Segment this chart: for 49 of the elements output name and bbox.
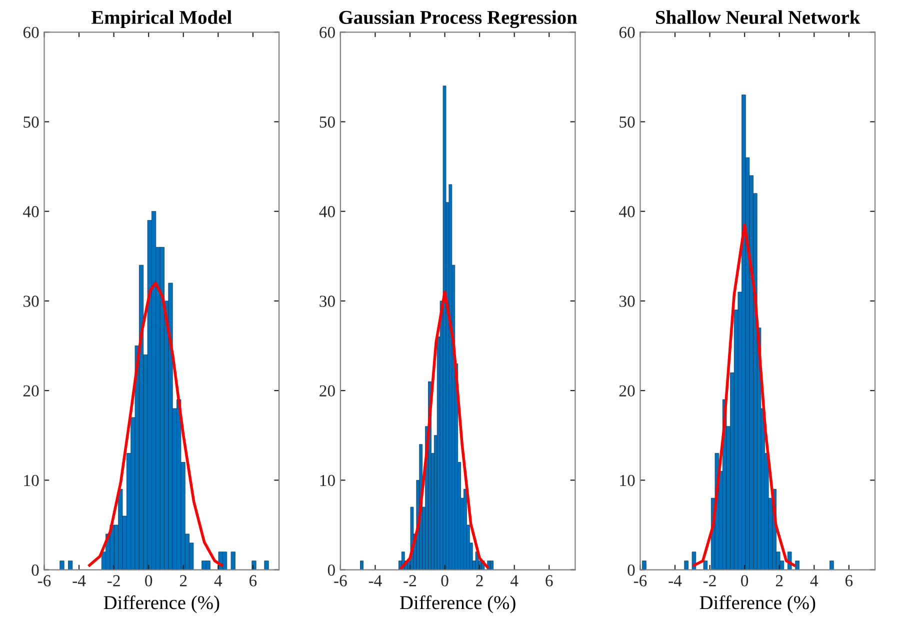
y-tick-label: 10 bbox=[320, 474, 335, 486]
y-tick-label: 40 bbox=[23, 206, 39, 218]
y-tick-label: 20 bbox=[320, 385, 335, 397]
y-tick-label: 0 bbox=[628, 564, 635, 576]
y-tick-label: 50 bbox=[320, 116, 335, 128]
y-tick-label: 0 bbox=[32, 564, 39, 576]
x-axis-title: Difference (%) bbox=[104, 595, 220, 614]
y-tick-label: 60 bbox=[320, 26, 335, 38]
y-tick-label: 10 bbox=[620, 474, 635, 486]
y-tick-label: 50 bbox=[620, 116, 635, 128]
x-tick-label: 0 bbox=[741, 575, 748, 586]
x-tick-label: 2 bbox=[180, 575, 187, 586]
x-tick-label: -6 bbox=[334, 575, 347, 586]
y-tick-label: 30 bbox=[619, 296, 635, 307]
x-tick-label: 2 bbox=[476, 575, 483, 586]
y-tick-label: 40 bbox=[319, 206, 335, 218]
y-tick-label: 60 bbox=[23, 26, 39, 38]
y-tick-label: 30 bbox=[320, 296, 335, 307]
x-tick-label: 4 bbox=[510, 575, 518, 586]
y-tick-label: 60 bbox=[619, 26, 635, 38]
x-tick-label: -2 bbox=[404, 575, 416, 586]
x-tick-label: 0 bbox=[441, 575, 448, 586]
x-tick-label: -4 bbox=[72, 575, 86, 586]
x-axis-title: Difference (%) bbox=[400, 595, 516, 614]
line-series bbox=[400, 290, 489, 570]
y-tick-label: 0 bbox=[328, 564, 335, 576]
x-tick-label: 0 bbox=[145, 575, 152, 586]
y-tick-label: 30 bbox=[24, 296, 39, 307]
chart-title: Gaussian Process Regression bbox=[339, 10, 578, 28]
x-tick-label: -6 bbox=[38, 575, 51, 586]
x-tick-label: 6 bbox=[546, 575, 553, 586]
x-tick-label: -6 bbox=[634, 575, 647, 586]
y-tick-label: 50 bbox=[24, 116, 39, 128]
x-tick-label: 6 bbox=[249, 575, 257, 586]
chart-title: Empirical Model bbox=[91, 10, 232, 28]
x-axis-title: Difference (%) bbox=[700, 595, 816, 614]
y-tick-label: 20 bbox=[619, 385, 635, 397]
x-tick-label: -4 bbox=[368, 575, 382, 586]
x-tick-label: 6 bbox=[845, 575, 853, 586]
x-tick-label: 4 bbox=[214, 575, 222, 586]
x-tick-label: -4 bbox=[668, 575, 682, 586]
y-tick-label: 20 bbox=[23, 385, 39, 397]
chart-title: Shallow Neural Network bbox=[656, 10, 860, 24]
x-tick-label: 2 bbox=[776, 575, 783, 586]
x-tick-label: -2 bbox=[703, 575, 716, 586]
y-tick-label: 40 bbox=[619, 206, 635, 218]
y-tick-label: 10 bbox=[24, 474, 39, 486]
x-tick-label: -2 bbox=[107, 575, 120, 586]
x-tick-label: 4 bbox=[810, 575, 818, 586]
